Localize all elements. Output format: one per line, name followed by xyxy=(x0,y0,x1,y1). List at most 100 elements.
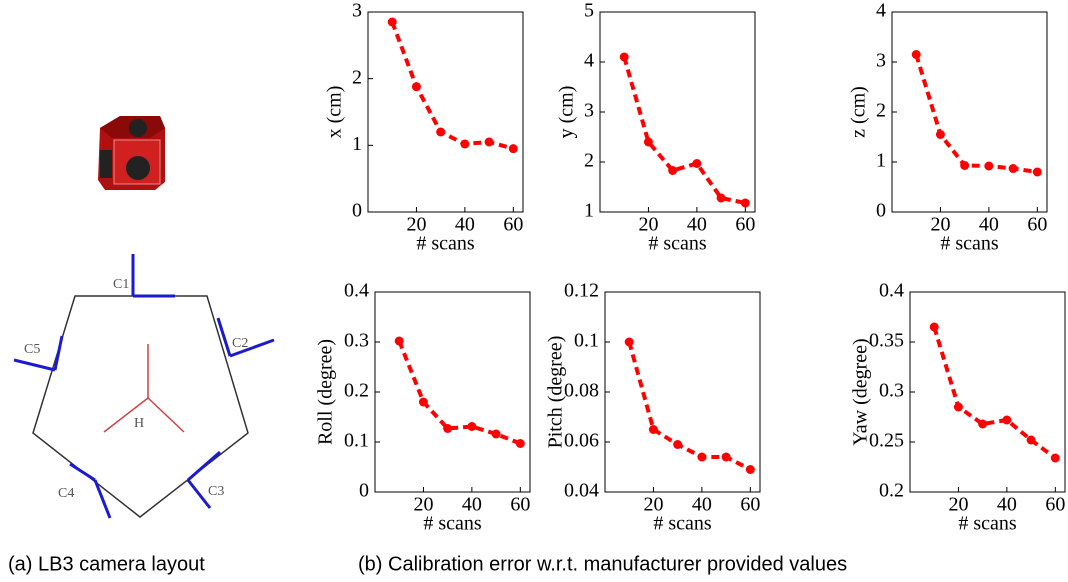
data-line xyxy=(390,21,514,151)
y-tick-label: 0.2 xyxy=(879,480,904,502)
plot-frame xyxy=(599,11,756,213)
y-axis-label: Pitch (degree) xyxy=(545,336,567,449)
x-tick-label: 20 xyxy=(930,214,950,236)
y-tick-label: 0.12 xyxy=(564,280,599,302)
data-point xyxy=(484,137,494,147)
data-line xyxy=(622,56,746,205)
plot-frame xyxy=(374,291,531,493)
x-tick-label: 40 xyxy=(455,214,475,236)
x-tick-label: 20 xyxy=(406,214,426,236)
diagram-label: C1 xyxy=(113,277,129,292)
x-tick-label: 20 xyxy=(413,494,433,516)
y-tick-label: 2 xyxy=(876,100,886,122)
x-tick-label: 60 xyxy=(510,494,530,516)
y-axis-label: z (cm) xyxy=(848,86,870,138)
data-point xyxy=(721,452,731,462)
data-point xyxy=(716,193,726,203)
x-axis-label: # scans xyxy=(648,233,707,255)
x-tick-label: 40 xyxy=(997,494,1017,516)
x-tick-label: 60 xyxy=(503,214,523,236)
y-tick-label: 0.04 xyxy=(564,480,599,502)
data-point xyxy=(387,17,397,27)
y-tick-label: 1 xyxy=(584,200,594,222)
caption: (b) Calibration error w.r.t. manufacture… xyxy=(358,553,847,575)
x-tick-label: 60 xyxy=(740,494,760,516)
y-tick-label: 0.35 xyxy=(869,330,904,352)
x-tick-label: 60 xyxy=(1045,494,1065,516)
x-tick-label: 20 xyxy=(638,214,658,236)
x-tick-label: 40 xyxy=(692,494,712,516)
x-tick-label: 40 xyxy=(979,214,999,236)
caption: (a) LB3 camera layout xyxy=(8,553,205,575)
data-point xyxy=(1032,167,1042,177)
data-point xyxy=(508,144,518,154)
y-tick-label: 3 xyxy=(584,100,594,122)
x-tick-label: 60 xyxy=(1027,214,1047,236)
y-tick-label: 0.25 xyxy=(869,430,904,452)
y-tick-label: 0.06 xyxy=(564,430,599,452)
diagram-label: C2 xyxy=(232,336,248,351)
x-tick-label: 20 xyxy=(948,494,968,516)
data-line xyxy=(932,326,1057,460)
x-axis-label: # scans xyxy=(416,233,475,255)
data-point xyxy=(960,161,970,170)
y-tick-label: 1 xyxy=(352,133,362,155)
y-tick-label: 0.08 xyxy=(564,380,599,402)
x-tick-label: 20 xyxy=(643,494,663,516)
data-line xyxy=(627,341,752,472)
data-point xyxy=(935,130,945,139)
data-point xyxy=(692,159,702,168)
data-point xyxy=(491,429,501,439)
data-point xyxy=(1050,453,1060,463)
data-point xyxy=(411,82,421,92)
y-tick-label: 0 xyxy=(876,200,886,222)
camera-layout xyxy=(13,254,275,519)
camera-photo xyxy=(98,116,165,190)
data-point xyxy=(467,422,477,431)
diagram-label: C4 xyxy=(58,486,74,501)
data-point xyxy=(643,137,653,147)
y-tick-label: 0.3 xyxy=(879,380,904,402)
y-tick-label: 0 xyxy=(352,200,362,222)
data-point xyxy=(436,127,446,137)
y-tick-label: 0.2 xyxy=(344,380,369,402)
data-point xyxy=(624,337,634,347)
y-axis-label: Yaw (degree) xyxy=(850,338,872,445)
y-tick-label: 0.4 xyxy=(879,280,904,302)
diagram-label: H xyxy=(134,416,144,431)
data-point xyxy=(697,452,707,462)
plot-frame xyxy=(891,11,1048,213)
data-point xyxy=(1026,435,1036,445)
data-point xyxy=(443,424,453,433)
y-tick-label: 2 xyxy=(584,150,594,172)
y-axis-label: Roll (degree) xyxy=(315,339,337,445)
x-axis-label: # scans xyxy=(958,513,1017,535)
y-tick-label: 2 xyxy=(352,66,362,88)
x-tick-label: 40 xyxy=(462,494,482,516)
data-point xyxy=(929,322,939,332)
data-point xyxy=(515,439,525,448)
data-point xyxy=(668,166,678,175)
y-axis-label: x (cm) xyxy=(324,86,346,139)
data-point xyxy=(1002,415,1012,425)
y-tick-label: 3 xyxy=(352,0,362,22)
x-tick-label: 40 xyxy=(687,214,707,236)
data-line xyxy=(397,340,522,446)
x-axis-label: # scans xyxy=(940,233,999,255)
y-axis-label: y (cm) xyxy=(556,86,578,139)
y-tick-label: 3 xyxy=(876,50,886,72)
data-point xyxy=(1008,164,1018,173)
y-tick-label: 0.1 xyxy=(344,430,369,452)
x-axis-label: # scans xyxy=(653,513,712,535)
data-line xyxy=(914,53,1038,174)
diagram-label: C5 xyxy=(24,342,40,357)
y-tick-label: 0 xyxy=(359,480,369,502)
data-point xyxy=(911,50,921,59)
plot-frame xyxy=(909,291,1066,493)
x-tick-label: 60 xyxy=(735,214,755,236)
data-point xyxy=(984,161,994,171)
y-tick-label: 0.3 xyxy=(344,330,369,352)
data-point xyxy=(394,336,404,346)
data-point xyxy=(619,52,629,62)
